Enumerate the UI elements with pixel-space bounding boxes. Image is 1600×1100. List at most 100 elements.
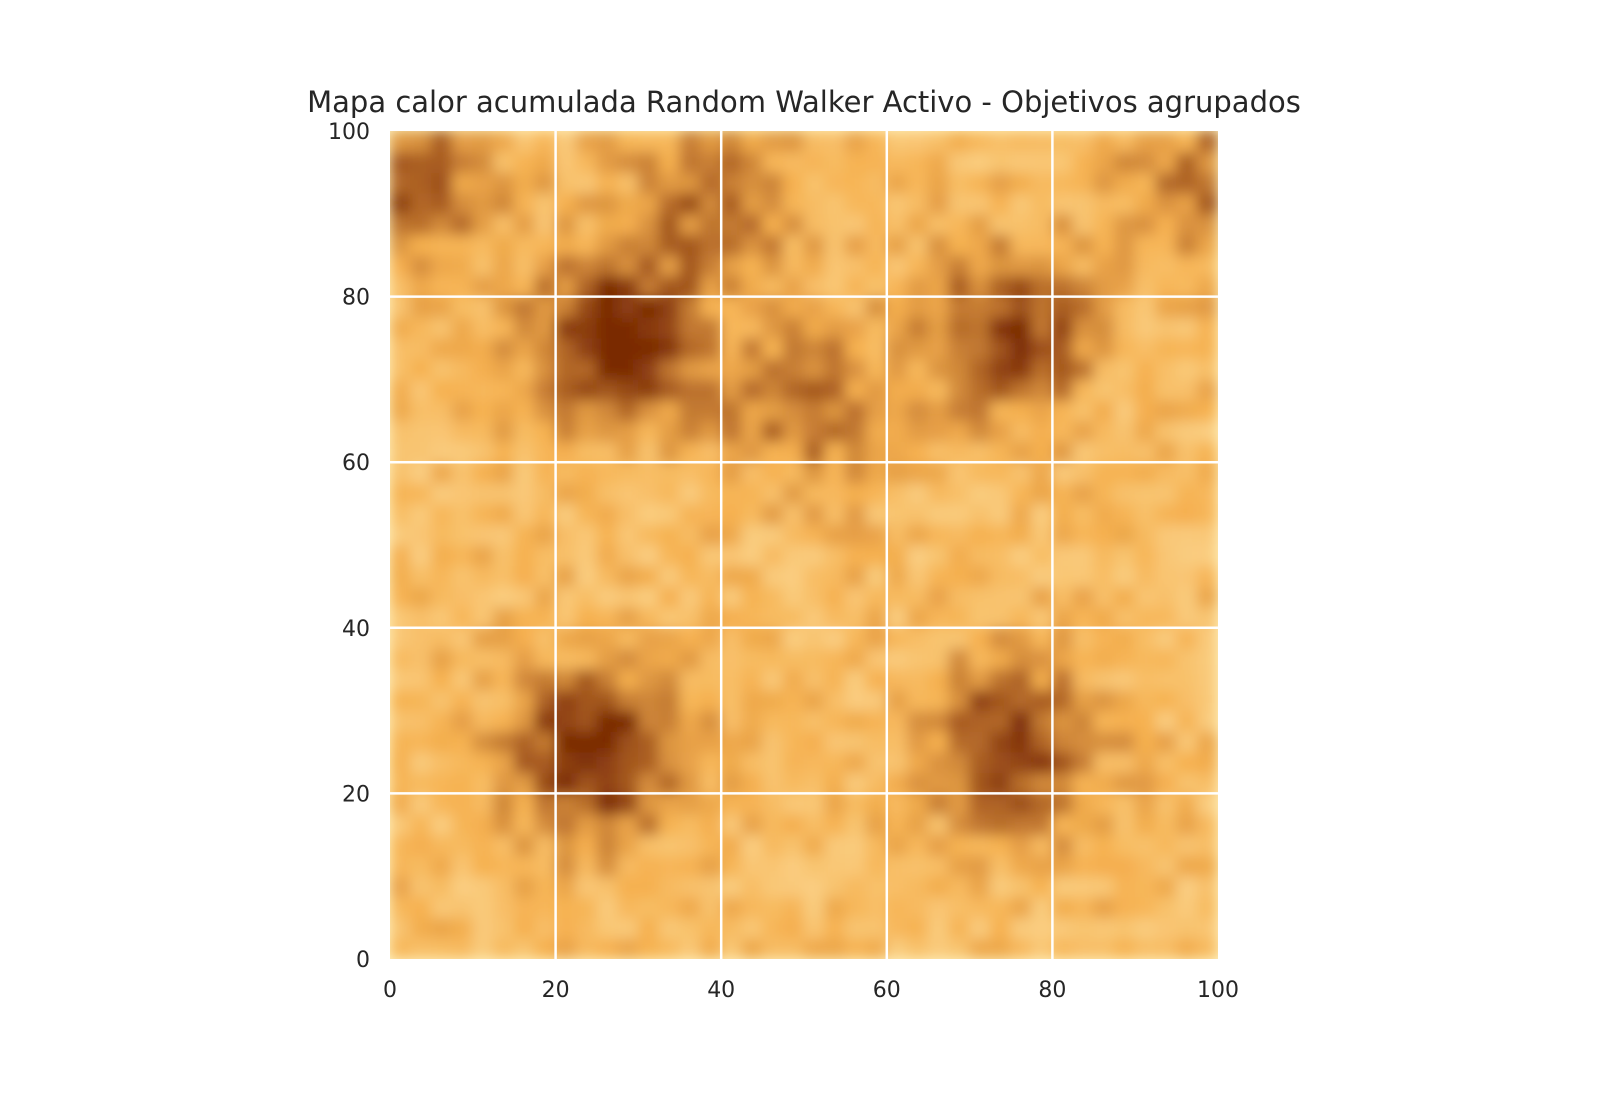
heatmap-cell <box>1010 710 1033 732</box>
heatmap-cell <box>1155 544 1178 567</box>
heatmap-cell <box>430 565 453 587</box>
heatmap-cell <box>989 171 1012 194</box>
heatmap-cell <box>741 917 764 939</box>
heatmap-cell <box>390 834 412 856</box>
heatmap-cell <box>1031 296 1053 318</box>
heatmap-cell <box>989 896 1012 919</box>
heatmap-cell <box>1010 855 1033 877</box>
heatmap-cell <box>390 772 412 794</box>
heatmap-cell <box>1093 316 1115 339</box>
heatmap-cell <box>1196 420 1218 442</box>
heatmap-cell <box>1134 772 1157 794</box>
heatmap-cell <box>803 585 826 608</box>
heatmap-cell <box>493 834 515 856</box>
heatmap-cell <box>493 710 515 732</box>
heatmap-cell <box>1114 937 1136 959</box>
heatmap-cell <box>865 131 888 153</box>
heatmap-cell <box>637 792 660 815</box>
heatmap-cell <box>762 213 784 235</box>
heatmap-cell <box>1093 855 1115 877</box>
heatmap-cell <box>1134 627 1157 649</box>
heatmap-cell <box>1093 689 1115 712</box>
heatmap-cell <box>596 668 619 691</box>
heatmap-cell <box>451 544 474 567</box>
heatmap-cell <box>700 689 722 712</box>
heatmap-cell <box>430 337 453 360</box>
heatmap-cell <box>679 751 701 774</box>
heatmap-cell <box>534 337 557 360</box>
heatmap-cell <box>1051 296 1074 318</box>
heatmap-cell <box>1114 896 1136 919</box>
heatmap-cell <box>907 337 929 360</box>
heatmap-cell <box>700 668 722 691</box>
heatmap-cell <box>700 792 722 815</box>
heatmap-cell <box>824 751 846 774</box>
heatmap-cell <box>1072 606 1095 629</box>
heatmap-cell <box>451 234 474 256</box>
heatmap-cell <box>1051 275 1074 298</box>
heatmap-cell <box>410 234 432 256</box>
heatmap-cell <box>390 937 412 959</box>
heatmap-cell <box>700 358 722 380</box>
heatmap-cell <box>617 937 639 959</box>
heatmap-cell <box>637 668 660 691</box>
heatmap-cell <box>1196 834 1218 856</box>
heatmap-cell <box>555 855 577 877</box>
heatmap-cell <box>741 937 764 959</box>
heatmap-cell <box>844 337 867 360</box>
heatmap-cell <box>844 875 867 898</box>
heatmap-cell <box>720 275 743 298</box>
heatmap-cell <box>493 813 515 836</box>
heatmap-cell <box>927 606 950 629</box>
heatmap-cell <box>1155 482 1178 505</box>
heatmap-cell <box>762 254 784 277</box>
heatmap-cell <box>886 523 908 546</box>
heatmap-cell <box>824 316 846 339</box>
heatmap-cell <box>844 565 867 587</box>
heatmap-cell <box>390 316 412 339</box>
heatmap-cell <box>555 399 577 422</box>
heatmap-cell <box>1134 834 1157 856</box>
heatmap-cell <box>1031 171 1053 194</box>
heatmap-cell <box>596 151 619 173</box>
heatmap-cell <box>410 772 432 794</box>
heatmap-cell <box>575 565 598 587</box>
heatmap-cell <box>1176 730 1198 753</box>
heatmap-cell <box>865 420 888 442</box>
heatmap-cell <box>803 917 826 939</box>
heatmap-cell <box>430 751 453 774</box>
heatmap-cell <box>824 668 846 691</box>
heatmap-cell <box>1051 917 1074 939</box>
heatmap-cell <box>1114 358 1136 380</box>
heatmap-cell <box>1093 441 1115 463</box>
heatmap-cell <box>472 316 494 339</box>
heatmap-cell <box>1176 234 1198 256</box>
heatmap-cell <box>1196 585 1218 608</box>
heatmap-cell <box>969 192 991 215</box>
heatmap-cell <box>410 834 432 856</box>
heatmap-cell <box>390 151 412 173</box>
heatmap-cell <box>451 523 474 546</box>
heatmap-cell <box>1114 420 1136 442</box>
heatmap-cell <box>617 875 639 898</box>
heatmap-cell <box>1072 234 1095 256</box>
heatmap-cell <box>1031 275 1053 298</box>
heatmap-cell <box>555 606 577 629</box>
heatmap-cell <box>1114 254 1136 277</box>
heatmap-cell <box>741 275 764 298</box>
heatmap-cell <box>1176 151 1198 173</box>
heatmap-cell <box>927 441 950 463</box>
heatmap-cell <box>1093 813 1115 836</box>
heatmap-cell <box>700 813 722 836</box>
heatmap-cell <box>762 151 784 173</box>
heatmap-cell <box>927 875 950 898</box>
heatmap-cell <box>637 855 660 877</box>
heatmap-cell <box>390 544 412 567</box>
heatmap-cell <box>679 689 701 712</box>
heatmap-cell <box>989 917 1012 939</box>
heatmap-cell <box>844 689 867 712</box>
heatmap-cell <box>969 937 991 959</box>
heatmap-cell <box>410 275 432 298</box>
heatmap-cell <box>844 772 867 794</box>
heatmap-cell <box>865 813 888 836</box>
